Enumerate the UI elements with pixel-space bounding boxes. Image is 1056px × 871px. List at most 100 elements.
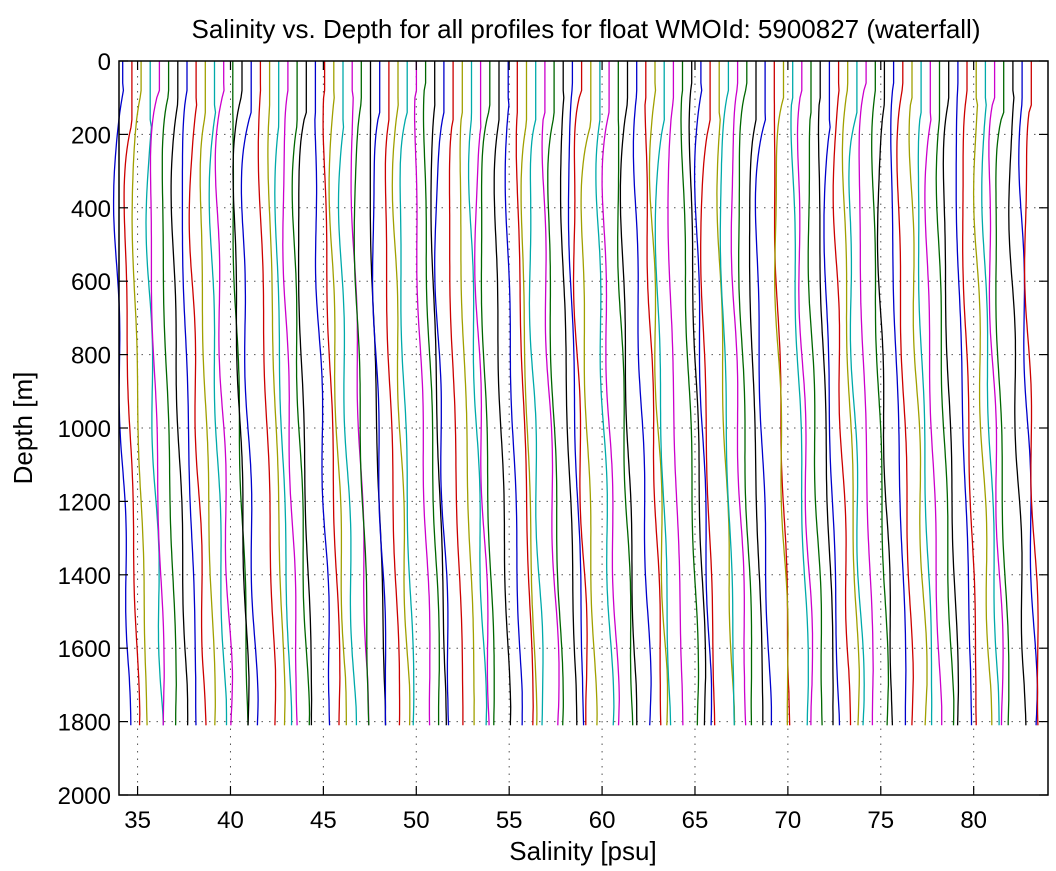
profile-line <box>858 61 874 726</box>
profile-line <box>680 61 700 726</box>
profile-line <box>480 61 495 726</box>
profile-line <box>774 61 789 726</box>
profile-line <box>580 61 598 726</box>
y-tick-label: 1200 <box>58 489 111 516</box>
x-tick-label: 65 <box>682 807 709 834</box>
profile-line <box>654 61 672 726</box>
profile-line <box>328 61 347 726</box>
profile-line <box>924 61 943 726</box>
profile-line <box>841 61 860 726</box>
profile-line <box>170 61 189 726</box>
y-tick-label: 600 <box>71 269 111 296</box>
profile-line <box>567 61 585 726</box>
x-axis-ticks: 35 40 45 50 55 60 65 70 75 80 <box>124 61 987 834</box>
profile-line <box>981 61 1000 726</box>
profile-line <box>291 61 311 726</box>
profile-line <box>648 61 669 726</box>
y-axis-label: Depth [m] <box>8 372 38 485</box>
profile-line <box>890 61 907 726</box>
profile-line <box>232 61 250 726</box>
y-tick-label: 0 <box>98 49 111 76</box>
profile-line <box>384 61 401 726</box>
profile-lines <box>112 61 1039 726</box>
x-tick-label: 70 <box>775 807 802 834</box>
profile-line <box>297 61 313 726</box>
profile-line <box>199 61 216 726</box>
profile-line <box>1008 61 1027 726</box>
profile-line <box>688 61 707 726</box>
profile-line <box>1018 61 1038 726</box>
profile-line <box>796 61 814 726</box>
profile-line <box>123 61 141 726</box>
profile-line <box>972 61 993 726</box>
profile-line <box>413 61 431 726</box>
profile-line <box>282 61 298 726</box>
profile-line <box>667 61 684 726</box>
profile-line <box>208 61 228 726</box>
profile-line <box>632 61 652 726</box>
profile-line <box>459 61 475 726</box>
profile-line <box>693 61 713 726</box>
profile-line <box>644 61 662 726</box>
profile-line <box>559 61 578 726</box>
x-tick-label: 60 <box>589 807 616 834</box>
y-tick-label: 1000 <box>58 416 111 443</box>
profile-line <box>935 61 955 726</box>
profile-line <box>1023 61 1039 726</box>
profile-line <box>601 61 620 726</box>
profile-line <box>876 61 894 726</box>
profile-line <box>145 61 164 726</box>
profile-line <box>161 61 177 726</box>
profile-line <box>595 61 615 726</box>
x-axis-label: Salinity [psu] <box>509 836 656 866</box>
profile-line <box>474 61 490 726</box>
profile-line <box>917 61 933 726</box>
profile-line <box>617 61 634 726</box>
profile-line <box>730 61 747 726</box>
x-tick-label: 35 <box>124 807 151 834</box>
profile-line <box>240 61 259 726</box>
x-tick-label: 40 <box>217 807 244 834</box>
profile-line <box>515 61 534 726</box>
profile-line <box>817 61 834 726</box>
profile-line <box>149 61 165 726</box>
profile-line <box>257 61 277 726</box>
profile-line <box>430 61 447 726</box>
profile-line <box>738 61 753 726</box>
profile-line <box>448 61 464 726</box>
profile-line <box>467 61 488 726</box>
profile-line <box>619 61 638 726</box>
profile-line <box>908 61 928 726</box>
profile-line <box>181 61 197 726</box>
y-tick-label: 2000 <box>58 783 111 810</box>
profile-line <box>748 61 764 726</box>
profile-line <box>754 61 773 726</box>
x-tick-label: 75 <box>867 807 894 834</box>
profile-line <box>504 61 523 726</box>
profile-line <box>434 61 450 726</box>
y-tick-label: 400 <box>71 196 111 223</box>
profile-line <box>942 61 960 726</box>
profile-line <box>391 61 411 726</box>
profile-line <box>541 61 560 726</box>
profile-line <box>955 61 973 726</box>
profile-line <box>547 61 564 726</box>
profile-line <box>274 61 293 726</box>
profile-line <box>422 61 440 726</box>
profile-line <box>988 61 1004 726</box>
x-tick-label: 45 <box>310 807 337 834</box>
profile-line <box>353 61 370 726</box>
profile-line <box>267 61 286 726</box>
profile-line <box>337 61 358 726</box>
profile-line <box>369 61 387 726</box>
profile-line <box>832 61 852 726</box>
profile-line <box>350 61 370 726</box>
profile-line <box>399 61 415 726</box>
profile-line <box>719 61 735 726</box>
profile-line <box>214 61 234 726</box>
y-tick-label: 1800 <box>58 710 111 737</box>
chart-title: Salinity vs. Depth for all profiles for … <box>192 14 981 44</box>
y-tick-label: 200 <box>71 122 111 149</box>
profile-line <box>896 61 914 726</box>
profile-line <box>528 61 544 726</box>
